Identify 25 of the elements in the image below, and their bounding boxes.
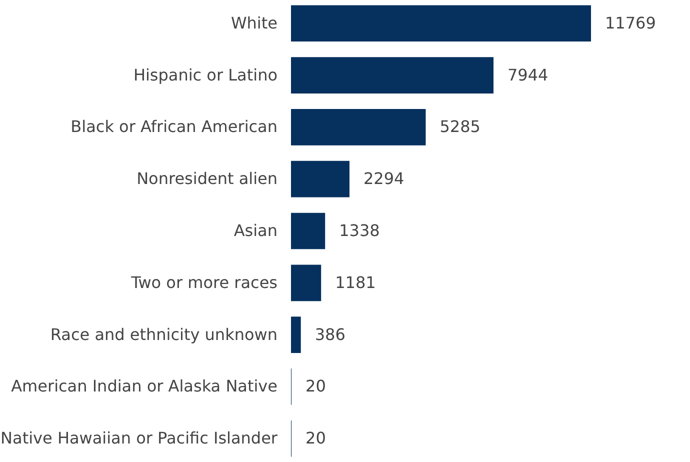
- y-tick-label: Native Hawaiian or Pacific Islander: [0, 428, 278, 448]
- data-label: 2294: [363, 169, 404, 188]
- data-label: 5285: [440, 117, 480, 136]
- bar: [291, 160, 350, 198]
- bar: [291, 5, 591, 42]
- data-label: 20: [306, 428, 326, 448]
- data-label: 20: [306, 376, 326, 396]
- bar: [291, 57, 494, 94]
- y-tick-label: Two or more races: [130, 272, 278, 292]
- y-tick-label: Nonresident alien: [136, 169, 278, 188]
- y-tick-label: Asian: [234, 221, 278, 240]
- y-tick-label: American Indian or Alaska Native: [11, 376, 278, 396]
- data-label: 1181: [335, 272, 376, 292]
- bar: [291, 212, 326, 250]
- bar: [291, 109, 426, 146]
- data-label: 386: [314, 324, 346, 344]
- data-label: 7944: [508, 65, 548, 84]
- y-tick-label: White: [230, 13, 278, 32]
- bar: [291, 316, 301, 353]
- bar: [291, 264, 322, 302]
- y-tick-label: Hispanic or Latino: [133, 65, 278, 84]
- y-tick-label: Race and ethnicity unknown: [50, 324, 278, 344]
- data-label: 1338: [339, 221, 380, 240]
- y-tick-label: Black or African American: [70, 117, 278, 136]
- data-label: 11769: [605, 13, 656, 32]
